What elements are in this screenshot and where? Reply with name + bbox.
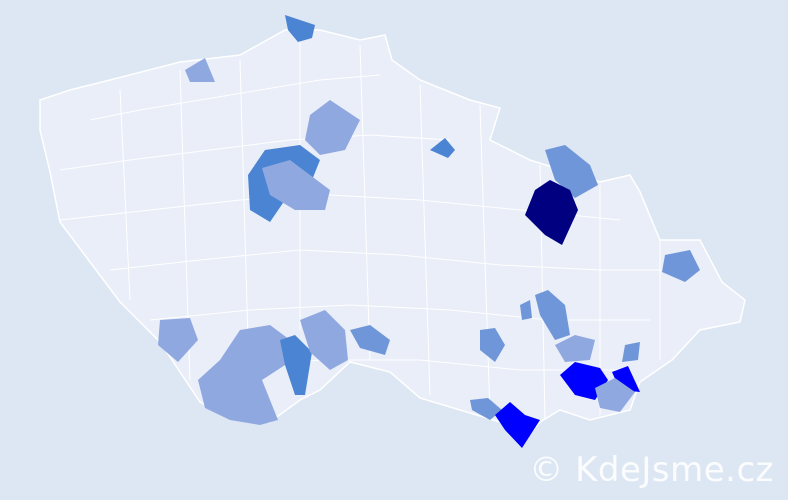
district-level-3: [285, 15, 315, 42]
district-level-2: [480, 328, 505, 362]
district-level-3: [430, 138, 455, 158]
district-level-1: [300, 310, 348, 370]
district-level-2: [622, 342, 640, 362]
district-level-1: [305, 100, 360, 155]
district-level-2: [350, 325, 390, 355]
district-level-2: [470, 398, 502, 420]
district-level-3: [280, 335, 312, 395]
district-level-5: [525, 180, 578, 245]
district-level-1: [262, 160, 330, 210]
district-level-1: [595, 378, 635, 412]
watermark: © KdeJsme.cz: [529, 450, 774, 490]
district-grid: [59, 40, 700, 421]
district-level-4: [495, 402, 540, 448]
district-level-1: [555, 335, 595, 362]
district-level-1: [185, 58, 215, 82]
district-level-1: [198, 325, 290, 425]
district-level-1: [158, 318, 198, 362]
district-level-2: [535, 290, 570, 340]
district-level-2: [520, 300, 532, 320]
highlighted-districts: [158, 15, 700, 448]
district-level-2: [662, 250, 700, 282]
country-outline: [39, 29, 746, 447]
district-level-2: [545, 145, 598, 198]
